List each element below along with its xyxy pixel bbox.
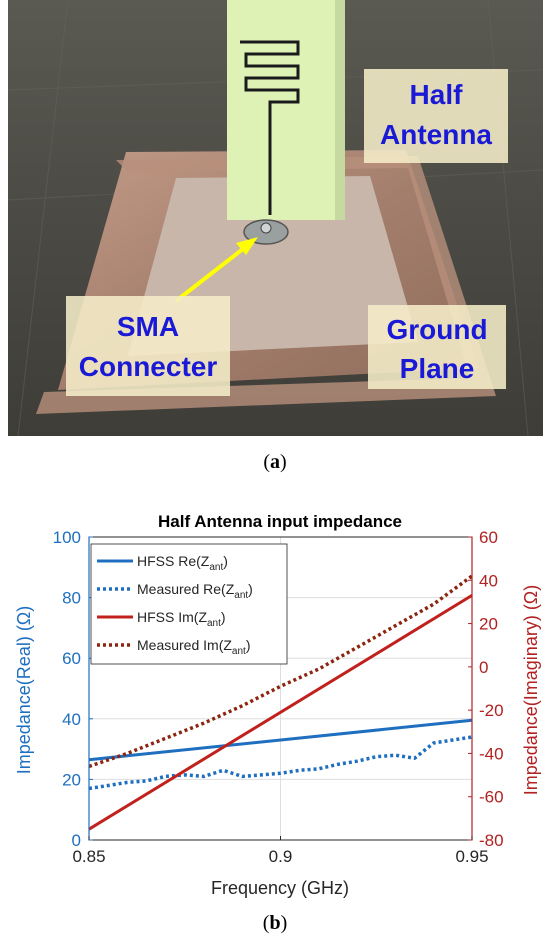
y-left-tick-label: 100 [53, 528, 81, 547]
sma-label-line1: SMA [117, 311, 179, 342]
series-line-3 [88, 594, 473, 831]
x-tick-label: 0.85 [72, 847, 105, 866]
series-line-2 [88, 735, 473, 791]
antenna-substrate [227, 0, 345, 220]
x-tick-label: 0.9 [269, 847, 293, 866]
half-antenna-label-line1: Half [410, 79, 464, 110]
legend-entry-3: HFSS Im(Zant) [137, 609, 226, 629]
x-tick-label: 0.95 [455, 847, 488, 866]
series-layer [88, 574, 474, 831]
y-left-tick-label: 0 [72, 831, 81, 850]
y-right-tick-label: -40 [479, 744, 504, 763]
ground-plane-label-line1: Ground [386, 314, 487, 345]
chart-title: Half Antenna input impedance [158, 512, 402, 531]
caption-a-letter: a [270, 451, 280, 473]
x-axis-label: Frequency (GHz) [211, 878, 349, 898]
y-right-tick-label: -60 [479, 788, 504, 807]
sma-label-box [66, 296, 230, 396]
tick-labels: 0.85 0.9 0.95 0 20 40 60 80 100 -80 -60 -40 -20 0 20 40… [53, 528, 504, 866]
y-right-tick-label: 0 [479, 658, 488, 677]
y-right-tick-label: -20 [479, 701, 504, 720]
legend: HFSS Re(Zant) Measured Re(Zant) HFSS Im(Za… [90, 543, 288, 665]
ground-plane-label-line2: Plane [400, 353, 475, 384]
legend-entry-4: Measured Im(Zant) [137, 637, 251, 657]
y-right-tick-label: 20 [479, 615, 498, 634]
antenna-substrate-side [335, 0, 345, 220]
caption-b-close: ) [280, 912, 288, 934]
caption-a: (a) [0, 451, 550, 474]
antenna-photo: Half Antenna SMA Connecter Ground Plane [8, 0, 543, 436]
impedance-chart: 0.85 0.9 0.95 0 20 40 60 80 100 -80 -60 -40 -20 0 20 40… [14, 512, 541, 898]
y-left-tick-label: 80 [62, 589, 81, 608]
y-left-tick-label: 20 [62, 770, 81, 789]
caption-b-open: ( [262, 912, 270, 934]
series-line-1 [88, 718, 473, 762]
caption-b: (b) [0, 912, 550, 935]
y-right-tick-label: 40 [479, 571, 498, 590]
caption-a-open: ( [263, 451, 270, 473]
legend-entry-1: HFSS Re(Zant) [137, 553, 228, 573]
sma-arrow [174, 243, 250, 303]
sma-label-line2: Connecter [79, 351, 218, 382]
y-left-tick-label: 40 [62, 710, 81, 729]
caption-a-close: ) [280, 451, 287, 473]
y-axis-label-left: Impedance(Real) (Ω) [14, 606, 34, 775]
y-right-tick-label: 60 [479, 528, 498, 547]
y-axis-label-right: Impedance(Imaginary) (Ω) [521, 585, 541, 796]
y-right-tick-label: -80 [479, 831, 504, 850]
ground-plane-label-box [368, 305, 506, 389]
sma-pin [260, 222, 272, 234]
legend-entry-2: Measured Re(Zant) [137, 581, 253, 601]
sma-arrow-head [236, 237, 258, 255]
y-left-tick-label: 60 [62, 649, 81, 668]
meander-trace [240, 40, 300, 215]
series-line-4 [88, 574, 474, 769]
caption-b-letter: b [269, 912, 281, 934]
half-antenna-label-box [364, 69, 508, 163]
half-antenna-label-line2: Antenna [380, 119, 492, 150]
